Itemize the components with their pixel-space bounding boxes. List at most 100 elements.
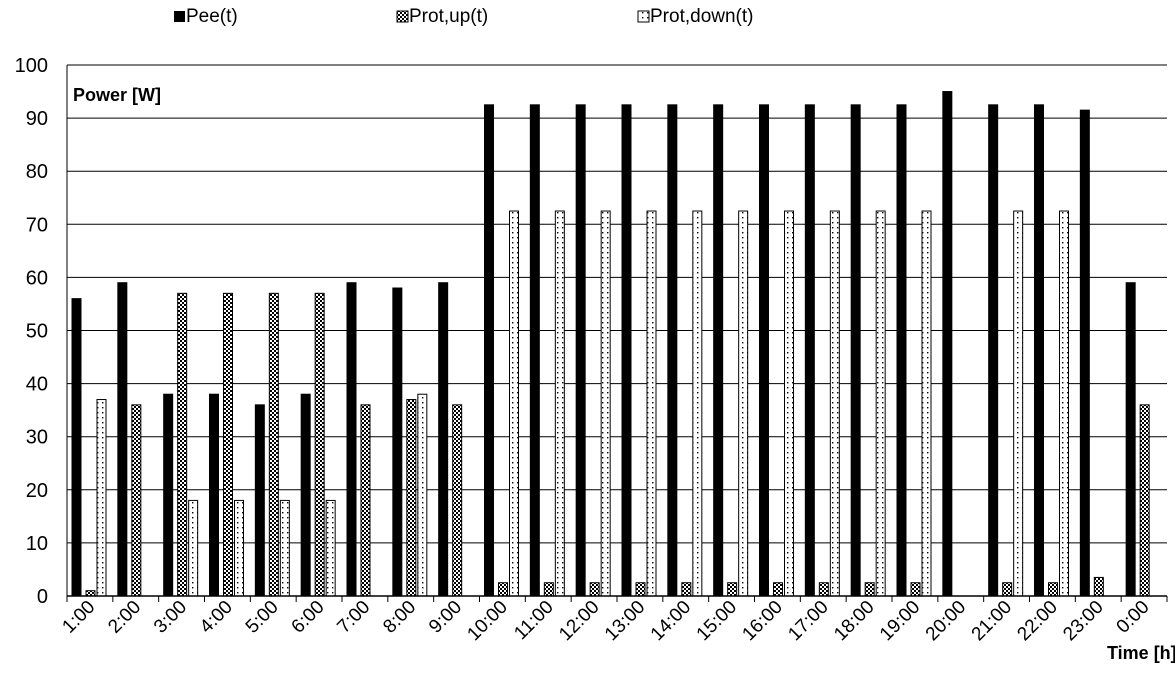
bar-prot-up-t-2200 (1048, 582, 1058, 597)
bar-prot-up-t-100 (85, 590, 96, 597)
gridlines (67, 64, 1167, 597)
bar-prot-up-t-300 (177, 292, 188, 597)
bar-pee-t-100 (71, 298, 82, 597)
bar-prot-down-t-1100 (554, 210, 565, 597)
x-tick-label: 17:00 (784, 597, 832, 645)
y-tick-label: 40 (26, 374, 48, 396)
bar-prot-up-t-1100 (543, 582, 554, 597)
bar-pee-t-500 (254, 404, 265, 597)
x-tick-label: 14:00 (647, 597, 695, 645)
x-axis-ticks: 1:00 2:00 3:00 4:00 5:00 6:00 7:00 8:00 9:0010:0… (58, 597, 1153, 645)
y-tick-label: 50 (26, 321, 48, 343)
x-tick-label: 18:00 (830, 597, 878, 645)
bar-prot-down-t-1400 (692, 210, 703, 597)
bar-pee-t-1800 (850, 104, 861, 597)
x-tick-label: 20:00 (922, 597, 970, 645)
bar-pee-t-700 (346, 282, 357, 597)
bar-prot-up-t-1400 (681, 582, 692, 597)
bar-prot-up-t-800 (406, 399, 417, 597)
bar-prot-up-t-700 (360, 404, 371, 597)
x-axis-title: Time [h] (1107, 643, 1175, 663)
y-tick-label: 100 (15, 55, 48, 77)
bar-pee-t-1000 (484, 104, 494, 597)
bar-prot-down-t-2100 (1013, 210, 1024, 597)
x-tick-label: 8:00 (379, 597, 420, 638)
bar-prot-down-t-800 (417, 393, 428, 597)
x-tick-label: 10:00 (463, 597, 511, 645)
bar-prot-down-t-1900 (921, 210, 932, 597)
x-axis (66, 65, 1168, 602)
legend-swatch-prot-down (637, 10, 650, 23)
bar-prot-down-t-1700 (829, 210, 840, 597)
bar-prot-down-t-100 (96, 399, 107, 597)
bar-prot-up-t-2100 (1002, 582, 1013, 597)
x-tick-label: 11:00 (510, 597, 557, 644)
x-tick-label: 3:00 (150, 597, 191, 638)
bar-prot-up-t-1500 (727, 582, 738, 597)
bar-prot-up-t-900 (452, 404, 463, 597)
x-tick-label: 2:00 (104, 597, 145, 638)
bar-pee-t-200 (117, 282, 128, 597)
y-tick-label: 10 (26, 533, 48, 555)
x-tick-label: 4:00 (196, 597, 237, 638)
bar-pee-t-600 (300, 393, 311, 597)
bar-prot-up-t-000 (1139, 404, 1150, 597)
y-tick-label: 80 (26, 161, 48, 183)
y-axis-ticks: 0 10 20 30 40 50 60 70 80 90 100 (15, 55, 48, 608)
bar-prot-up-t-200 (131, 404, 142, 597)
y-tick-label: 20 (26, 480, 48, 502)
x-tick-label: 1:00 (58, 597, 99, 638)
x-tick-label: 19:00 (876, 597, 924, 645)
bar-prot-down-t-600 (325, 499, 336, 597)
bar-pee-t-1600 (759, 104, 769, 597)
legend-label-prot-down: Prot,down(t) (650, 6, 753, 27)
legend-swatch-pee (174, 11, 185, 22)
bar-pee-t-2000 (942, 91, 953, 597)
bar-pee-t-2200 (1034, 104, 1044, 597)
bar-prot-up-t-600 (314, 292, 325, 597)
bar-pee-t-1200 (575, 104, 586, 597)
legend: Pee(t) Prot,up(t) Prot,down(t) (174, 6, 753, 27)
bar-pee-t-000 (1125, 282, 1136, 597)
bar-pee-t-400 (209, 393, 219, 597)
x-tick-label: 15:00 (693, 597, 741, 645)
bar-prot-down-t-1200 (600, 210, 611, 597)
bar-prot-up-t-1900 (910, 582, 921, 597)
bar-prot-up-t-1700 (818, 582, 829, 597)
bar-pee-t-1900 (896, 104, 907, 597)
x-tick-label: 22:00 (1013, 597, 1061, 645)
x-tick-label: 0:00 (1113, 597, 1154, 638)
y-tick-label: 0 (37, 586, 48, 608)
bar-prot-down-t-300 (188, 499, 199, 597)
legend-label-pee: Pee(t) (186, 6, 238, 27)
x-tick-label: 7:00 (333, 597, 374, 638)
bar-pee-t-1500 (713, 104, 724, 597)
y-tick-label: 70 (26, 214, 48, 236)
y-tick-label: 30 (26, 427, 48, 449)
x-tick-label: 9:00 (425, 597, 466, 638)
bar-pee-t-1100 (529, 104, 540, 597)
bar-prot-down-t-1000 (509, 210, 519, 597)
legend-label-prot-up: Prot,up(t) (409, 6, 488, 27)
bar-prot-up-t-1000 (498, 582, 508, 597)
bars (71, 91, 1150, 597)
bar-prot-up-t-1200 (589, 582, 600, 597)
bar-pee-t-2300 (1079, 109, 1090, 597)
bar-pee-t-2100 (988, 104, 999, 597)
bar-pee-t-800 (392, 287, 403, 597)
bar-pee-t-1400 (667, 104, 678, 597)
bar-pee-t-1300 (621, 104, 632, 597)
bar-prot-up-t-500 (268, 292, 279, 597)
bar-pee-t-300 (163, 393, 174, 597)
bar-prot-down-t-1600 (784, 210, 794, 597)
bar-prot-down-t-1300 (646, 210, 657, 597)
y-axis-title: Power [W] (73, 85, 161, 105)
bar-prot-down-t-1800 (875, 210, 886, 597)
x-tick-label: 23:00 (1059, 597, 1107, 645)
bar-prot-down-t-2200 (1059, 210, 1069, 597)
x-tick-label: 5:00 (242, 597, 283, 638)
bar-pee-t-1700 (804, 104, 815, 597)
bar-prot-up-t-2300 (1093, 576, 1104, 597)
y-tick-label: 60 (26, 267, 48, 289)
